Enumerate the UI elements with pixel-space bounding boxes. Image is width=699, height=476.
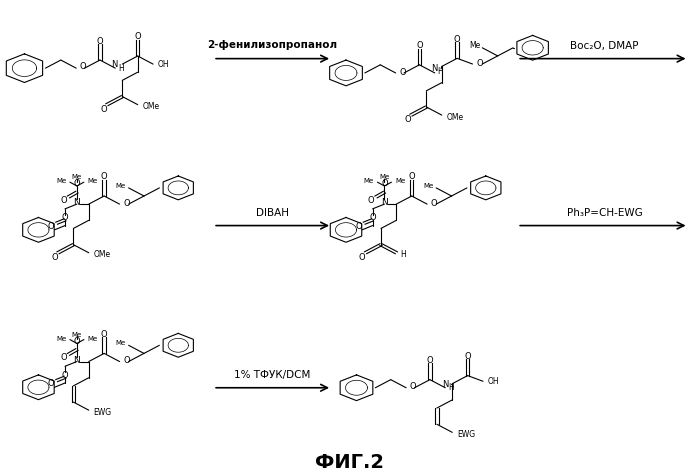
Text: O: O [134, 32, 141, 41]
Text: Me: Me [87, 335, 98, 341]
Text: O: O [399, 68, 405, 76]
Text: O: O [368, 196, 375, 204]
Text: H: H [448, 382, 454, 391]
Text: N: N [73, 198, 80, 207]
Text: O: O [80, 62, 86, 71]
Text: Me: Me [56, 335, 66, 341]
Text: H: H [118, 64, 124, 72]
Text: H: H [437, 67, 442, 75]
Text: O: O [369, 213, 376, 222]
Text: Me: Me [72, 331, 82, 337]
Text: O: O [476, 59, 482, 68]
Text: O: O [123, 198, 129, 207]
Text: 1% ТФУК/DCM: 1% ТФУК/DCM [234, 369, 311, 379]
Text: Me: Me [469, 41, 480, 50]
Text: O: O [123, 356, 129, 364]
Text: O: O [431, 198, 437, 207]
Text: N: N [381, 198, 388, 207]
Text: N: N [442, 379, 449, 388]
Text: Ph₃P=CH-EWG: Ph₃P=CH-EWG [567, 208, 642, 218]
Text: Me: Me [395, 178, 405, 184]
Text: Me: Me [72, 174, 82, 180]
Text: O: O [426, 356, 433, 364]
Text: Boc₂O, DMAP: Boc₂O, DMAP [570, 41, 639, 51]
Text: N: N [73, 355, 80, 364]
Text: Me: Me [115, 183, 126, 188]
Text: OH: OH [488, 377, 500, 386]
Text: O: O [464, 351, 471, 360]
Text: OH: OH [157, 60, 169, 69]
Text: N: N [431, 64, 438, 73]
Text: O: O [404, 115, 411, 124]
Text: O: O [60, 353, 67, 361]
Text: O: O [101, 329, 108, 338]
Text: O: O [48, 378, 55, 387]
Text: EWG: EWG [94, 407, 112, 416]
Text: O: O [100, 105, 107, 114]
Text: O: O [96, 37, 103, 45]
Text: O: O [51, 252, 58, 261]
Text: OMe: OMe [447, 112, 463, 121]
Text: O: O [101, 172, 108, 181]
Text: ФИГ.2: ФИГ.2 [315, 452, 384, 471]
Text: O: O [355, 221, 362, 230]
Text: N: N [111, 60, 118, 69]
Text: OMe: OMe [143, 102, 159, 111]
Text: O: O [408, 172, 415, 181]
Text: DIBAH: DIBAH [256, 208, 289, 218]
Text: Me: Me [56, 178, 66, 184]
Text: O: O [73, 179, 80, 188]
Text: EWG: EWG [457, 429, 475, 438]
Text: Me: Me [423, 183, 433, 188]
Text: O: O [381, 179, 388, 188]
Text: O: O [410, 382, 416, 390]
Text: O: O [73, 336, 80, 345]
Text: O: O [416, 41, 423, 50]
Text: O: O [454, 35, 461, 44]
Text: Me: Me [363, 178, 374, 184]
Text: Me: Me [87, 178, 98, 184]
Text: OMe: OMe [94, 250, 110, 258]
Text: H: H [400, 250, 405, 258]
Text: O: O [62, 213, 69, 222]
Text: Me: Me [380, 174, 389, 180]
Text: O: O [62, 370, 69, 379]
Text: Me: Me [115, 340, 126, 346]
Text: 2-фенилизопропанол: 2-фенилизопропанол [208, 40, 338, 50]
Text: O: O [48, 221, 55, 230]
Text: O: O [60, 196, 67, 204]
Text: O: O [359, 252, 366, 261]
